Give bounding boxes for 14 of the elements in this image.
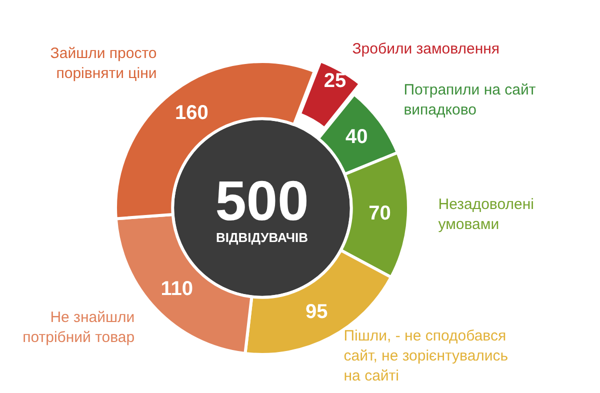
slice-label: Не знайшли потрібний товар — [22, 308, 135, 346]
data-label: 95 — [306, 301, 328, 324]
data-label: 40 — [346, 126, 368, 148]
text: ВІДВІДУВАЧІВ — [216, 230, 308, 245]
slice-label: Зробили замовлення — [352, 40, 500, 58]
slice-label: Зайшли просто порівняти ціни — [50, 44, 157, 82]
slice-label: Незадоволені умовами — [438, 196, 534, 233]
slice-label: Потрапили на сайт випадково — [404, 81, 536, 118]
slice-label: Пішли, - не сподобався сайт, не зорієнтувались на сайті — [344, 328, 508, 385]
text: 500 — [215, 169, 309, 232]
data-label: 110 — [160, 278, 194, 300]
data-label: 25 — [324, 70, 346, 92]
data-label: 160 — [175, 102, 208, 124]
data-label: 70 — [368, 202, 391, 225]
